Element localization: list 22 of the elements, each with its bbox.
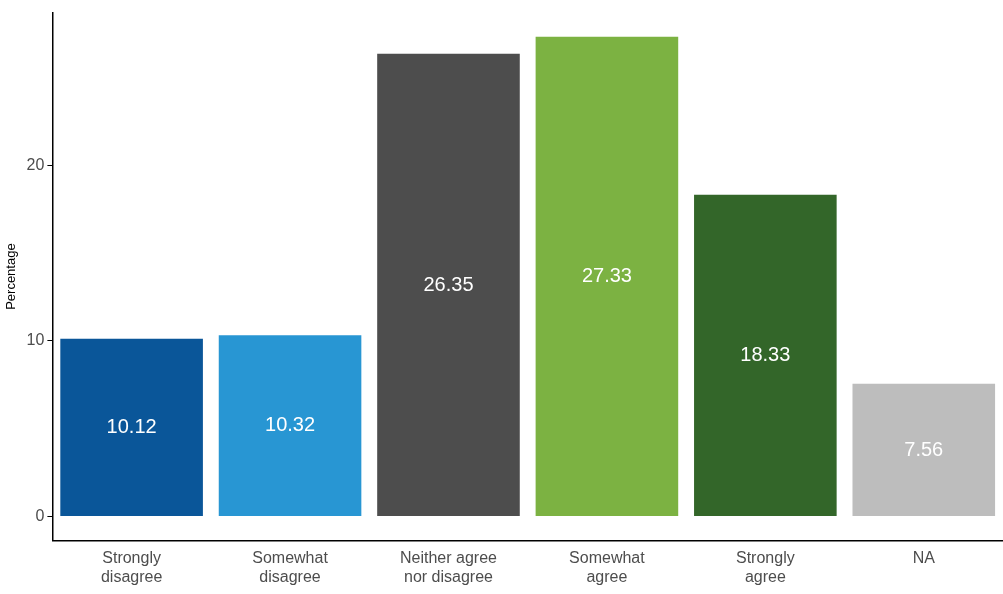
y-axis-title: Percentage [3, 243, 19, 310]
x-tick-label: NA [912, 548, 936, 566]
data-label: 10.32 [265, 413, 316, 436]
bar [694, 194, 837, 517]
x-tick-label: Neither agree nor disagree [400, 548, 498, 585]
data-label: 18.33 [740, 343, 791, 366]
bar [60, 338, 203, 517]
bar [377, 53, 520, 517]
data-label: 27.33 [581, 264, 632, 287]
bar [852, 383, 996, 517]
data-label: 10.12 [106, 415, 157, 438]
y-tick-label: 10 [26, 331, 45, 349]
bar [535, 36, 679, 517]
data-label: 7.56 [904, 437, 944, 460]
x-tick-label: Somewhat agree [569, 548, 646, 585]
data-label: 26.35 [423, 272, 474, 295]
x-tick-label: Strongly agree [736, 548, 795, 585]
y-tick-label: 20 [26, 155, 45, 173]
x-tick-label: Somewhat disagree [252, 548, 329, 585]
bar [218, 335, 362, 517]
y-tick-label: 0 [35, 506, 45, 524]
x-tick-label: Strongly disagree [100, 548, 163, 585]
